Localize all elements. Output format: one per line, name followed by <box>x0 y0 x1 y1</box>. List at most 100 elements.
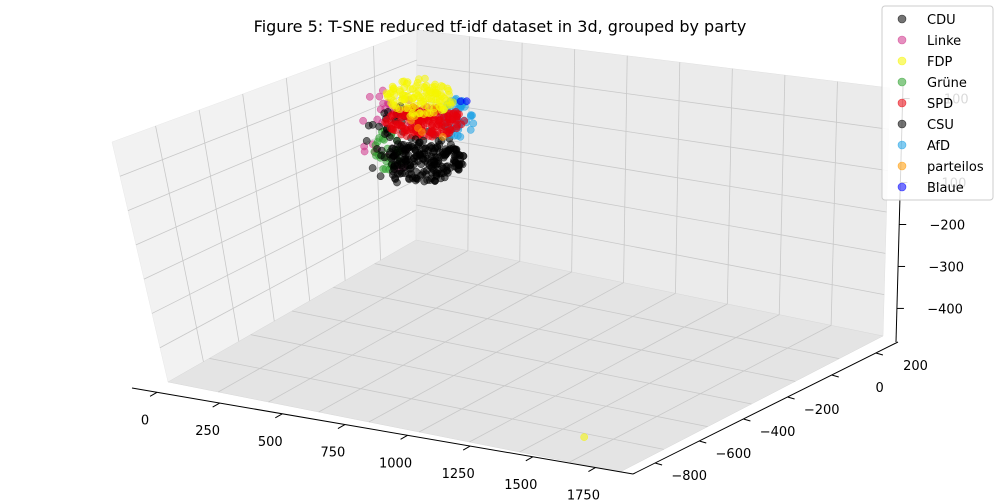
y-tick-mark <box>699 440 707 444</box>
gridline <box>151 179 417 314</box>
y-tick-mark <box>654 462 663 466</box>
data-point <box>437 106 446 115</box>
legend-frame <box>881 5 994 201</box>
gridline <box>198 109 240 342</box>
legend-entry: CDU <box>897 13 956 28</box>
data-point <box>381 118 390 127</box>
x-tick-mark <box>525 456 534 462</box>
legend-marker <box>897 56 907 66</box>
legend-label: Grüne <box>927 76 967 91</box>
data-point <box>376 172 385 181</box>
data-point <box>414 157 422 165</box>
y-axis-ticks: 200 0 −200 −400 −600 −800 <box>654 352 928 484</box>
gridline <box>291 310 752 405</box>
data-point <box>407 116 416 125</box>
data-point <box>414 91 422 100</box>
gridline <box>143 149 417 280</box>
x-tick-label: 1250 <box>442 467 475 482</box>
x-axis-line <box>131 387 634 475</box>
chart-title: Figure 5: T-SNE reduced tf-idf dataset i… <box>254 17 747 36</box>
y-tick-label: −600 <box>716 447 752 462</box>
legend-label: AfD <box>927 139 950 154</box>
data-point <box>430 157 439 166</box>
data-point <box>411 146 420 155</box>
data-point <box>364 121 373 130</box>
legend-entry: Grüne <box>897 76 967 91</box>
x-tick-mark <box>400 434 408 440</box>
x-tick-mark <box>212 402 220 408</box>
z-tick-label: −200 <box>929 218 965 233</box>
gridline <box>119 59 418 177</box>
gridline <box>416 169 886 254</box>
data-point <box>446 126 454 134</box>
x-axis-ticks: 0 250 500 750 1000 1250 1500 1750 <box>141 391 600 500</box>
data-point <box>438 133 447 141</box>
z-tick-label: −300 <box>928 260 964 275</box>
data-point <box>375 92 384 101</box>
data-point <box>408 94 417 103</box>
x-tick-label: 500 <box>258 435 283 450</box>
legend: CDU Linke FDP Grüne SPD CSU AfD parteilos Blaue <box>881 5 994 201</box>
data-point <box>439 151 447 159</box>
data-point <box>419 110 428 118</box>
legend-entry: AfD <box>897 139 950 154</box>
data-point <box>389 84 398 93</box>
data-point <box>368 164 377 172</box>
data-point <box>429 116 438 125</box>
data-point <box>430 104 438 113</box>
data-point <box>418 170 427 179</box>
x-tick-label: 1500 <box>504 478 537 493</box>
data-point <box>359 116 367 125</box>
gridline <box>242 93 275 322</box>
legend-entry: Linke <box>897 34 961 49</box>
data-point <box>437 169 446 178</box>
data-point <box>453 131 462 140</box>
gridline <box>250 334 708 428</box>
gridline <box>155 125 204 362</box>
legend-label: Linke <box>927 34 961 49</box>
legend-entry: CSU <box>897 118 954 133</box>
legend-items: CDU Linke FDP Grüne SPD CSU AfD parteilos Blaue <box>897 13 984 196</box>
legend-entry: Blaue <box>897 181 964 196</box>
data-point <box>420 177 429 186</box>
y-tick-mark <box>831 374 839 378</box>
y-tick-label: −200 <box>804 403 840 418</box>
legend-marker <box>897 140 907 150</box>
gridline <box>416 134 887 213</box>
data-point <box>423 159 432 167</box>
legend-marker <box>897 77 907 87</box>
data-point <box>384 93 392 101</box>
legend-marker <box>897 119 907 129</box>
data-point <box>395 105 404 114</box>
gridline <box>333 286 796 382</box>
data-point <box>402 156 411 165</box>
x-tick-mark <box>588 467 596 472</box>
data-point <box>398 77 407 86</box>
data-point <box>390 165 399 174</box>
data-point <box>431 80 439 89</box>
y-tick-mark <box>787 396 795 400</box>
data-point <box>453 112 462 121</box>
gridline <box>416 99 888 172</box>
gridline <box>416 204 885 296</box>
gridline <box>127 89 417 211</box>
data-point <box>398 121 407 130</box>
y-tick-label: −400 <box>760 425 796 440</box>
x-tick-mark <box>149 391 158 397</box>
data-point <box>455 161 464 170</box>
data-point <box>387 99 396 108</box>
legend-entry: parteilos <box>897 160 984 175</box>
x-tick-mark <box>275 413 283 419</box>
data-point <box>397 97 406 105</box>
data-point <box>432 89 441 98</box>
legend-marker <box>897 182 907 192</box>
y-tick-mark <box>743 418 751 422</box>
legend-label: CSU <box>927 118 954 133</box>
legend-marker <box>897 98 907 108</box>
x-tick-mark <box>337 424 346 429</box>
gridlines <box>119 36 889 463</box>
scatter-points <box>359 74 589 441</box>
y-tick-label: −800 <box>671 469 707 484</box>
legend-label: FDP <box>927 55 952 70</box>
